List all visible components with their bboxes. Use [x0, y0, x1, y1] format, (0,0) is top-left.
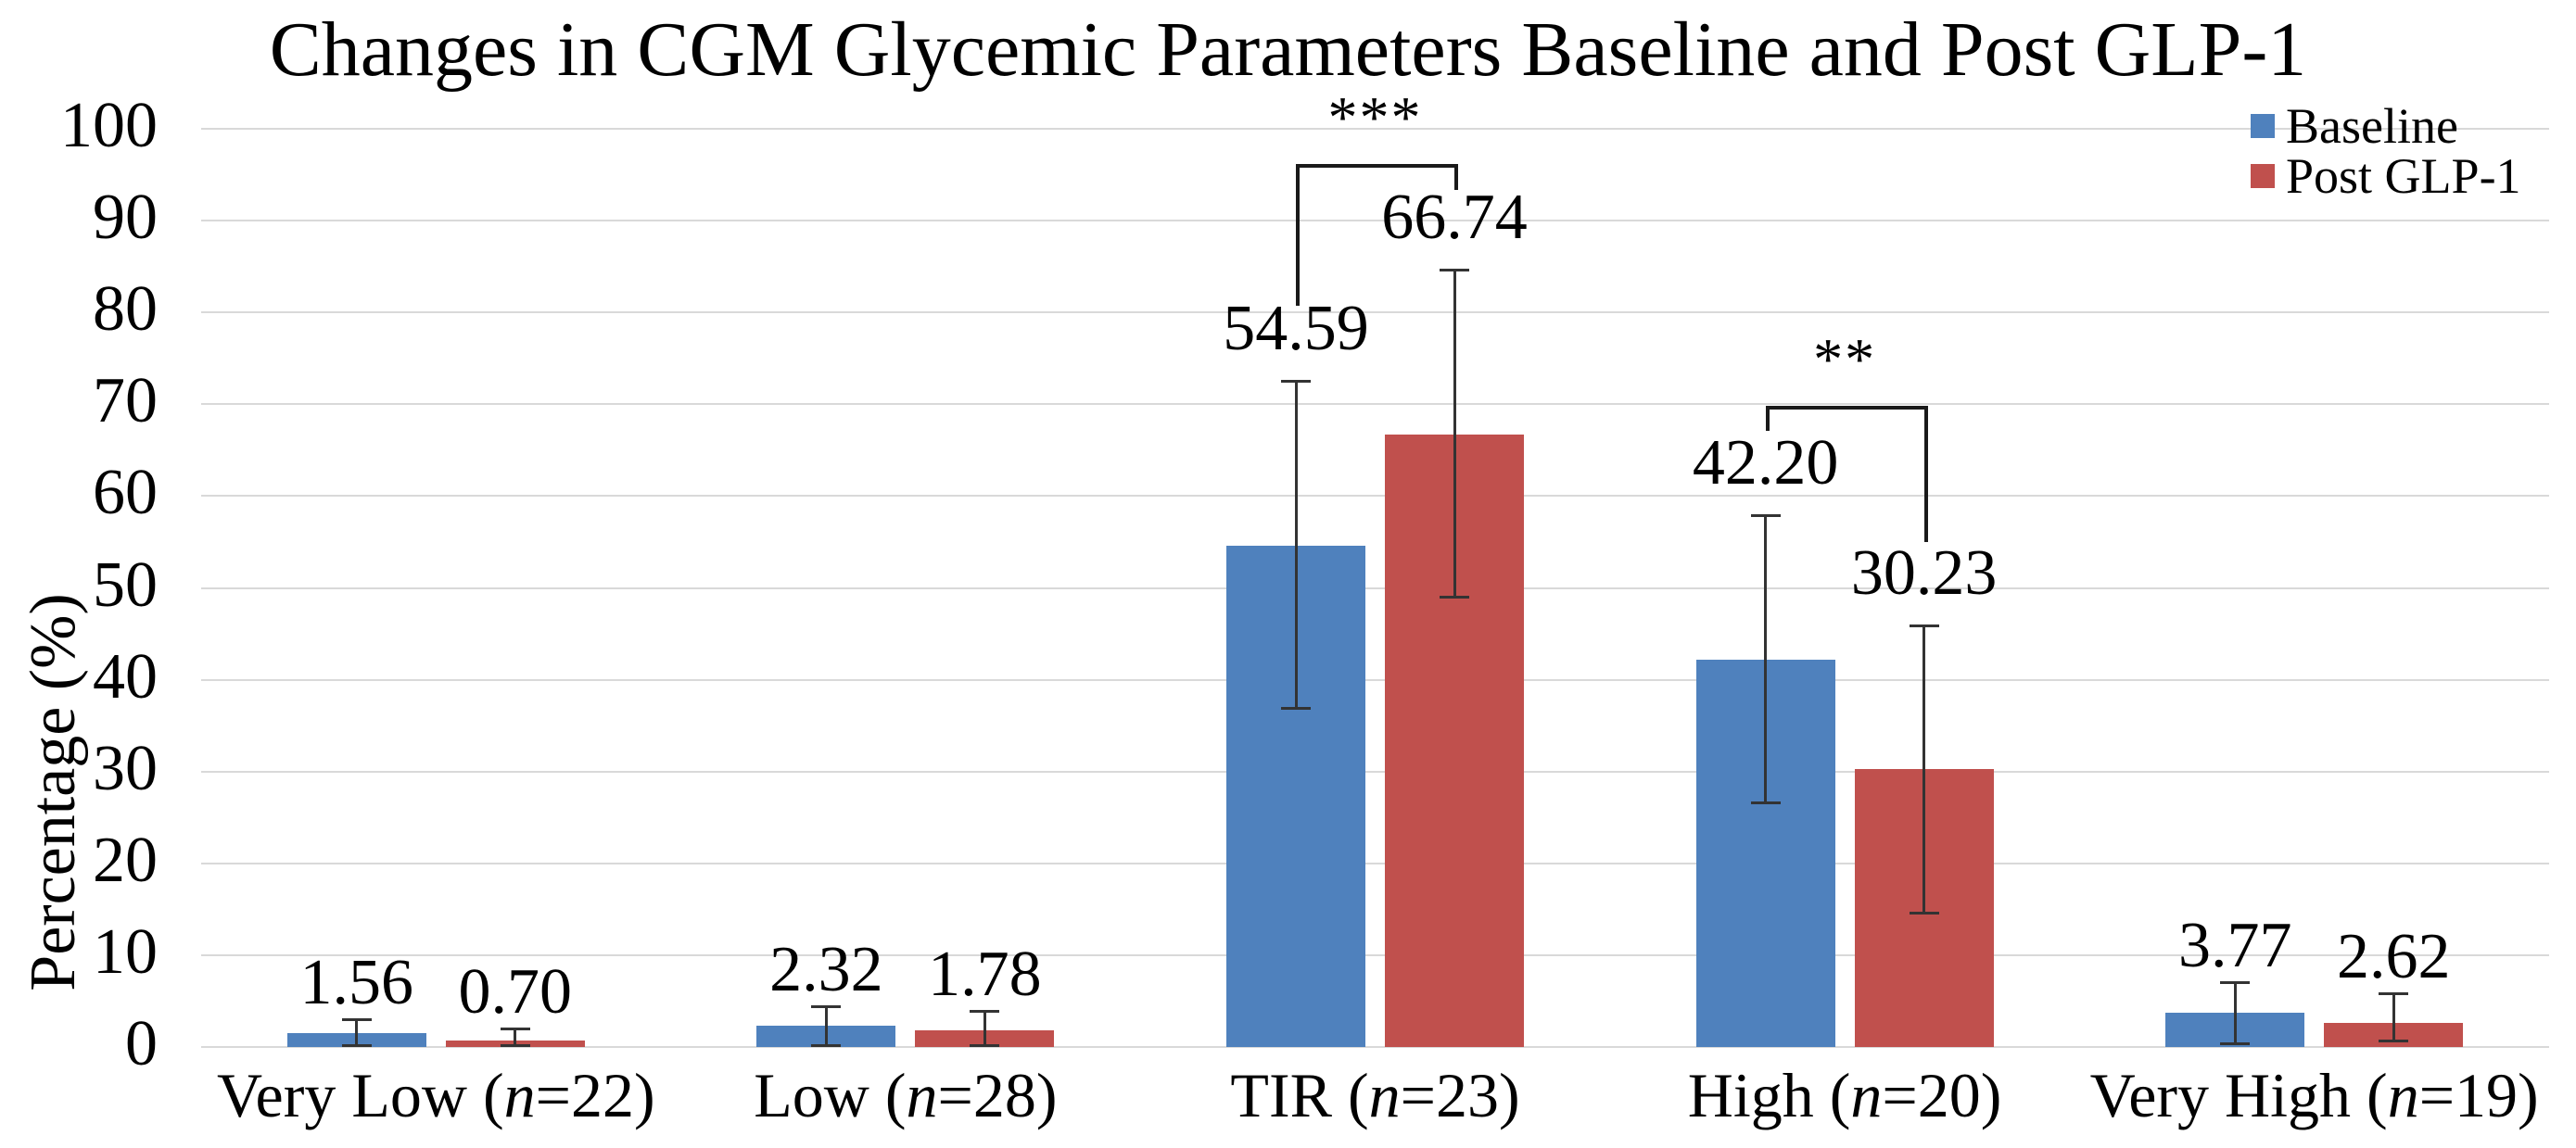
data-label: 30.23 — [1850, 537, 1998, 610]
significance-bracket-arm — [1296, 163, 1300, 307]
y-tick-label: 70 — [93, 365, 158, 437]
legend-swatch-baseline — [2251, 114, 2275, 138]
error-bar-cap — [2220, 980, 2251, 984]
error-bar-cap — [811, 1005, 842, 1009]
gridline — [201, 862, 2549, 864]
data-label: 3.77 — [2177, 910, 2292, 982]
category-label: High (n=20) — [1687, 1060, 2002, 1130]
data-label: 2.32 — [769, 934, 883, 1006]
error-bar-cap — [1750, 514, 1781, 518]
significance-bracket-arm — [1765, 406, 1770, 432]
y-tick-label: 100 — [60, 90, 158, 162]
data-label: 0.70 — [458, 956, 573, 1028]
error-bar-cap — [1281, 707, 1311, 711]
error-bar-cap — [500, 1028, 530, 1031]
gridline — [201, 953, 2549, 956]
gridline — [201, 1046, 2549, 1048]
error-bar — [1922, 624, 1926, 914]
legend-label: Baseline — [2286, 98, 2458, 154]
error-bar — [824, 1006, 828, 1046]
error-bar — [2392, 993, 2395, 1041]
data-label: 54.59 — [1223, 292, 1369, 364]
gridline — [201, 220, 2549, 222]
gridline — [201, 770, 2549, 773]
y-tick-label: 10 — [93, 916, 158, 989]
error-bar-cap — [1750, 801, 1781, 805]
category-label: Very High (n=19) — [2089, 1060, 2539, 1130]
error-bar-cap — [341, 1017, 372, 1021]
error-bar-cap — [1281, 379, 1311, 383]
legend-swatch-post-glp-1 — [2251, 164, 2275, 188]
significance-bracket — [1296, 163, 1458, 168]
error-bar — [1294, 380, 1298, 710]
gridline — [201, 495, 2549, 498]
data-label: 2.62 — [2336, 921, 2451, 993]
error-bar — [1764, 515, 1768, 804]
error-bar-cap — [1440, 269, 1469, 272]
y-tick-label: 30 — [93, 732, 158, 804]
error-bar-cap — [341, 1044, 372, 1047]
error-bar-cap — [1909, 912, 1939, 915]
error-bar-cap — [1909, 624, 1939, 627]
y-tick-label: 80 — [93, 273, 158, 346]
error-bar-cap — [811, 1043, 842, 1047]
significance-bracket — [1765, 406, 1928, 410]
y-tick-label: 60 — [93, 457, 158, 529]
gridline — [201, 128, 2549, 130]
significance-bracket-arm — [1454, 163, 1458, 191]
error-bar-cap — [2379, 992, 2409, 996]
category-label: TIR (n=23) — [1230, 1060, 1520, 1130]
data-label: 1.78 — [928, 938, 1042, 1010]
error-bar-cap — [970, 1044, 1000, 1047]
y-tick-label: 40 — [93, 640, 158, 713]
legend-item-baseline: Baseline — [2251, 98, 2521, 154]
error-bar-cap — [970, 1009, 1000, 1013]
chart-title: Changes in CGM Glycemic Parameters Basel… — [269, 6, 2307, 93]
category-label: Very Low (n=22) — [216, 1060, 655, 1130]
legend-item-post-glp-1: Post GLP-1 — [2251, 148, 2521, 204]
error-bar — [983, 1010, 986, 1046]
error-bar-cap — [500, 1044, 530, 1047]
y-tick-label: 20 — [93, 824, 158, 896]
error-bar — [1453, 270, 1456, 598]
data-label: 1.56 — [299, 946, 414, 1018]
error-bar-cap — [2379, 1039, 2409, 1042]
error-bar — [514, 1028, 517, 1046]
error-bar-cap — [2220, 1042, 2251, 1046]
y-tick-label: 0 — [125, 1008, 158, 1080]
category-label: Low (n=28) — [754, 1060, 1058, 1130]
significance-label: *** — [1327, 83, 1423, 150]
gridline — [201, 403, 2549, 406]
error-bar — [2233, 981, 2237, 1045]
significance-bracket-arm — [1923, 406, 1928, 542]
gridline — [201, 311, 2549, 314]
legend-label: Post GLP-1 — [2286, 148, 2521, 204]
gridline — [201, 587, 2549, 589]
error-bar-cap — [1440, 596, 1469, 599]
data-label: 42.20 — [1692, 427, 1839, 499]
legend: Baseline Post GLP-1 — [2251, 98, 2521, 204]
significance-label: ** — [1813, 326, 1877, 393]
data-label: 66.74 — [1381, 182, 1528, 254]
error-bar — [355, 1018, 359, 1046]
gridline — [201, 678, 2549, 681]
y-tick-label: 50 — [93, 549, 158, 621]
y-tick-label: 90 — [93, 182, 158, 254]
